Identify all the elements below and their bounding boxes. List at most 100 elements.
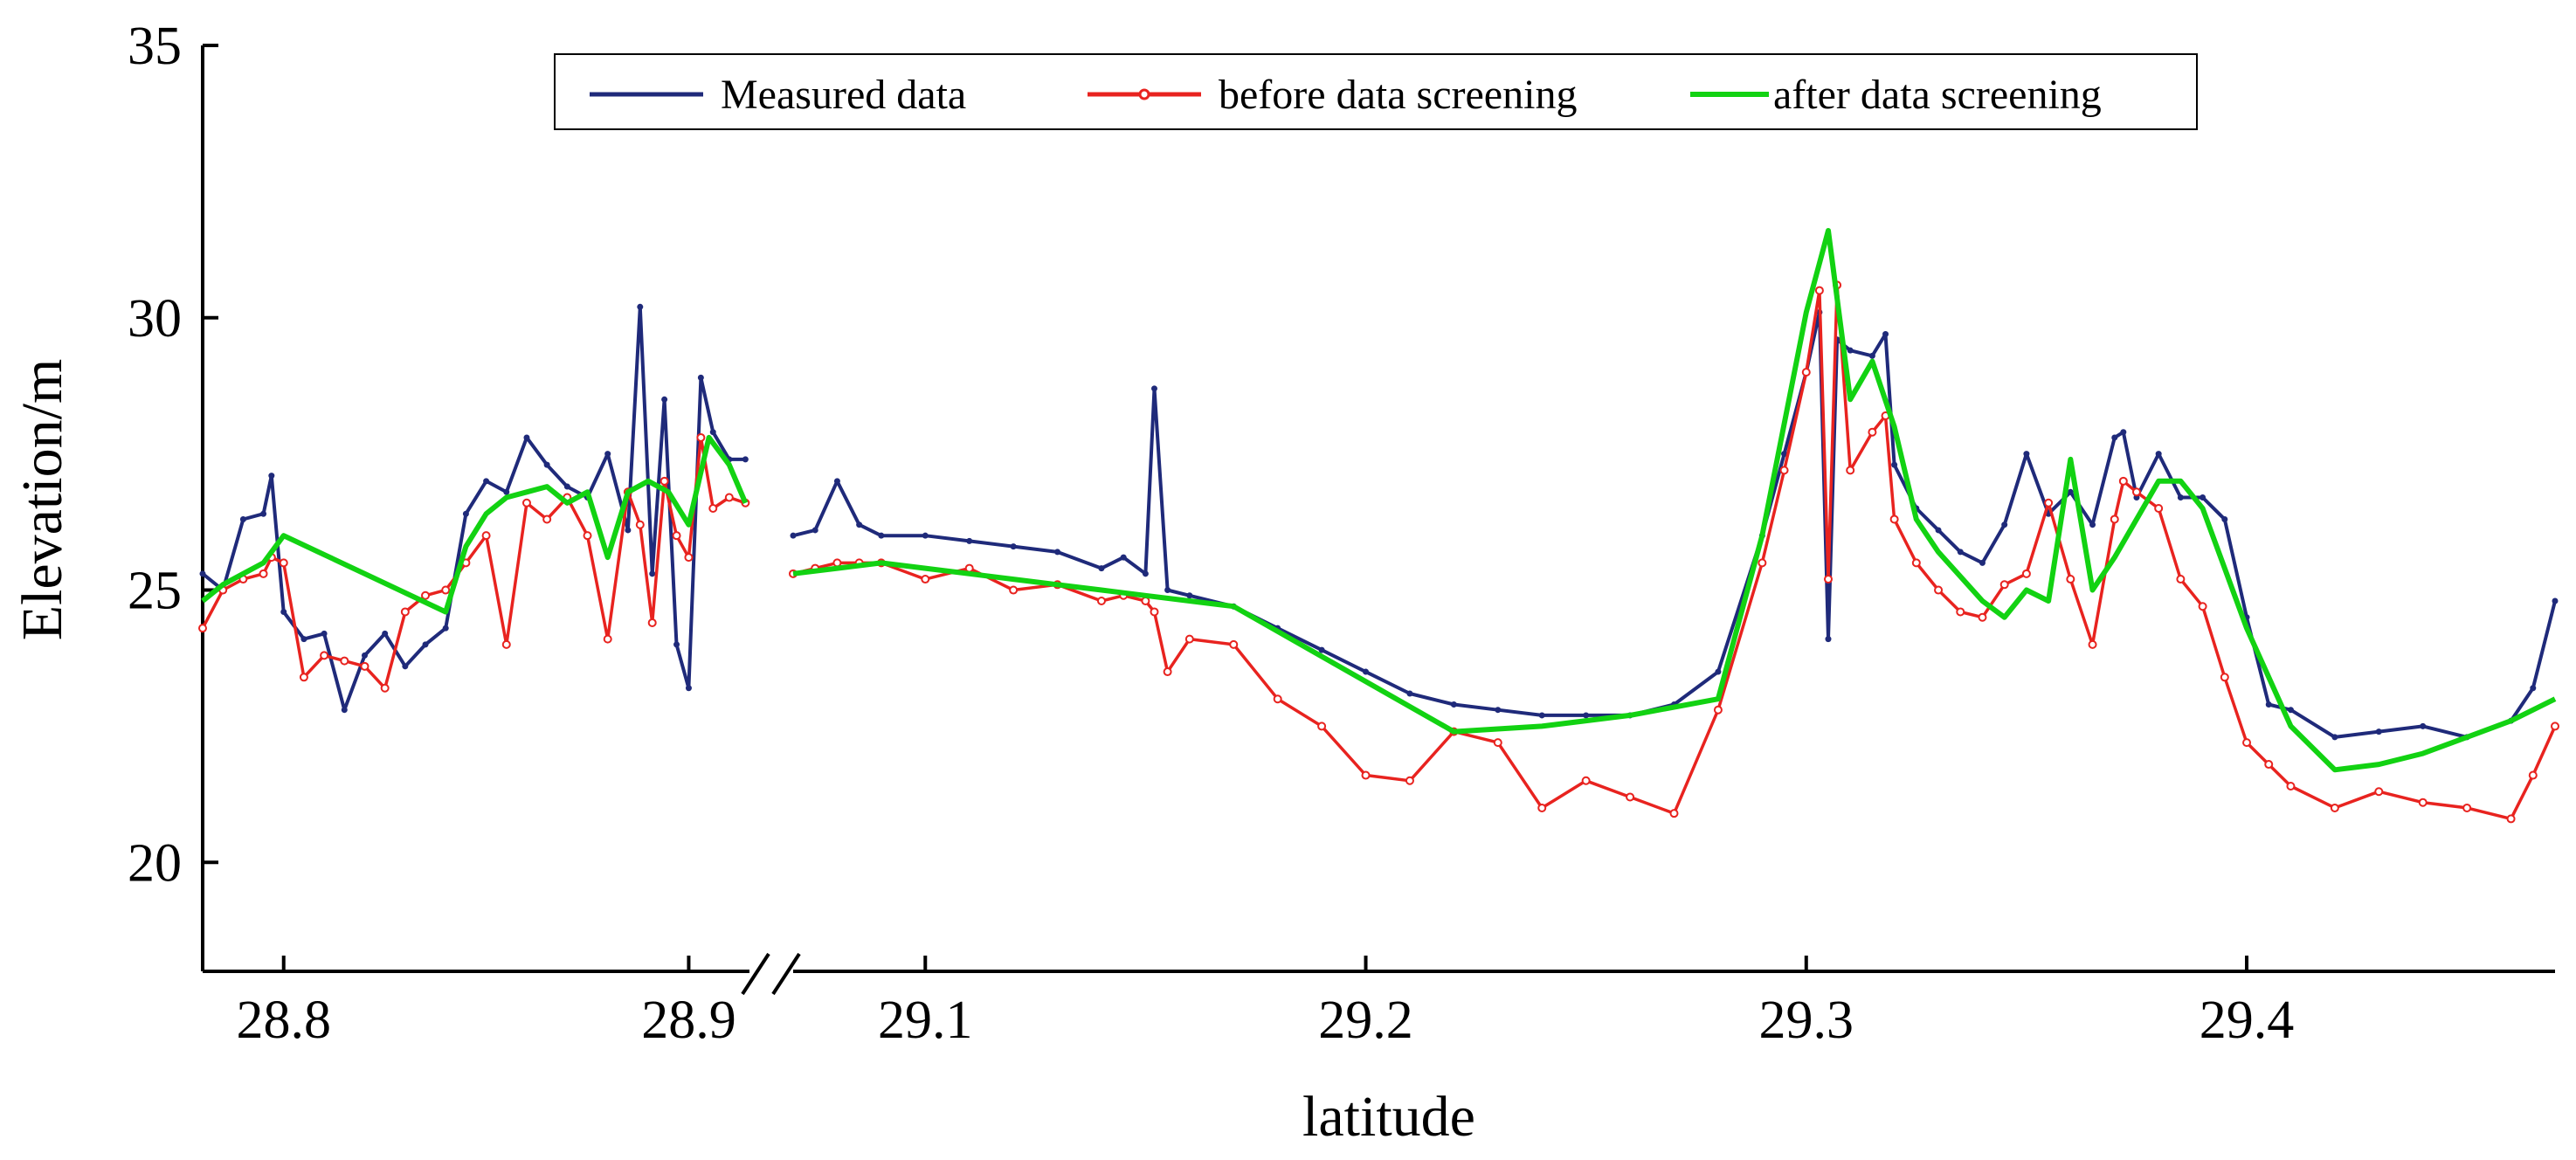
point-before-38 <box>964 563 974 573</box>
point-before-15 <box>481 531 491 541</box>
point-before-78 <box>2110 514 2119 524</box>
point-measured-39 <box>1010 543 1017 550</box>
point-before-72 <box>1978 612 1987 622</box>
point-before-65 <box>1846 466 1855 475</box>
point-before-79 <box>2118 476 2128 486</box>
point-before-59 <box>1758 558 1767 568</box>
point-measured-31 <box>742 456 749 463</box>
series-line-measured-data-part-1 <box>201 305 746 712</box>
legend-label-measured: Measured data <box>721 72 966 118</box>
point-measured-22 <box>625 527 632 534</box>
point-before-6 <box>299 673 308 682</box>
point-before-34 <box>832 558 842 568</box>
point-measured-45 <box>1164 587 1171 594</box>
point-before-62 <box>1814 286 1824 295</box>
point-measured-76 <box>2067 488 2074 495</box>
point-measured-65 <box>1847 347 1854 354</box>
point-measured-74 <box>2023 451 2030 458</box>
point-before-54 <box>1537 803 1547 812</box>
series-line-measured-data-part-2 <box>792 310 2557 739</box>
point-measured-29 <box>709 429 716 436</box>
point-before-88 <box>2330 803 2339 812</box>
point-before-60 <box>1779 466 1789 475</box>
point-before-69 <box>1911 558 1921 568</box>
point-measured-42 <box>1120 554 1127 561</box>
y-ticks: 20 25 30 35 <box>128 17 218 893</box>
point-measured-86 <box>2265 701 2272 708</box>
legend: Measured data before data screening afte… <box>554 53 2198 130</box>
point-before-50 <box>1361 770 1371 780</box>
point-measured-46 <box>1186 592 1193 599</box>
point-before-55 <box>1581 776 1591 785</box>
point-before-11 <box>400 607 410 617</box>
point-measured-70 <box>1935 527 1942 534</box>
point-before-9 <box>360 661 369 671</box>
point-before-58 <box>1713 705 1723 715</box>
axis-break-mark-2 <box>771 952 801 996</box>
point-before-17 <box>521 498 531 508</box>
point-measured-10 <box>382 630 389 637</box>
point-measured-94 <box>2552 597 2559 604</box>
legend-label-after: after data screening <box>1773 72 2102 118</box>
point-measured-50 <box>1363 668 1370 675</box>
point-measured-8 <box>341 707 348 714</box>
point-before-10 <box>380 683 390 693</box>
point-before-92 <box>2506 814 2516 824</box>
point-before-12 <box>421 590 431 600</box>
point-measured-18 <box>543 461 550 468</box>
point-before-56 <box>1626 792 1635 802</box>
point-before-57 <box>1669 809 1679 818</box>
point-measured-35 <box>856 521 863 528</box>
point-measured-32 <box>790 532 797 539</box>
point-before-77 <box>2088 639 2097 649</box>
point-before-44 <box>1150 607 1159 617</box>
point-before-86 <box>2264 760 2274 770</box>
point-before-66 <box>1868 427 1877 437</box>
point-measured-14 <box>462 510 469 517</box>
y-tick-label-25: 25 <box>128 562 182 621</box>
point-measured-7 <box>321 630 328 637</box>
point-measured-72 <box>1979 559 1986 566</box>
x-tick-label-29.4: 29.4 <box>2200 991 2295 1050</box>
point-before-30 <box>724 493 734 502</box>
point-measured-67 <box>1882 330 1889 337</box>
point-measured-66 <box>1868 352 1875 359</box>
point-measured-93 <box>2530 685 2537 692</box>
point-before-39 <box>1009 585 1019 595</box>
point-before-37 <box>921 575 930 584</box>
point-measured-51 <box>1406 690 1413 697</box>
point-measured-2 <box>239 515 246 522</box>
point-before-81 <box>2154 504 2164 513</box>
point-before-87 <box>2286 782 2296 791</box>
point-measured-41 <box>1098 565 1105 572</box>
point-before-70 <box>1934 585 1944 595</box>
point-measured-87 <box>2287 707 2294 714</box>
point-measured-81 <box>2155 451 2162 458</box>
point-before-28 <box>696 432 706 442</box>
point-measured-40 <box>1054 549 1061 556</box>
point-measured-13 <box>442 625 449 632</box>
point-measured-15 <box>483 478 490 485</box>
point-measured-36 <box>878 532 885 539</box>
point-before-89 <box>2374 787 2384 797</box>
point-measured-53 <box>1495 707 1502 714</box>
point-before-13 <box>441 585 451 595</box>
point-before-0 <box>198 624 207 633</box>
point-before-49 <box>1317 722 1327 731</box>
x-tick-label-28.8: 28.8 <box>236 991 331 1050</box>
point-before-82 <box>2176 575 2186 584</box>
point-before-68 <box>1889 514 1899 524</box>
legend-label-before: before data screening <box>1219 72 1577 118</box>
legend-marker-before <box>1138 88 1150 100</box>
point-measured-21 <box>604 451 611 458</box>
point-measured-27 <box>685 685 692 692</box>
y-tick-label-20: 20 <box>128 833 182 893</box>
point-before-84 <box>2220 673 2229 682</box>
point-measured-60 <box>1781 451 1788 458</box>
point-measured-73 <box>2001 521 2008 528</box>
point-measured-12 <box>422 641 429 648</box>
point-measured-52 <box>1450 701 1457 708</box>
y-axis-title: Elevation/m <box>10 359 74 641</box>
legend-box <box>554 53 2198 130</box>
